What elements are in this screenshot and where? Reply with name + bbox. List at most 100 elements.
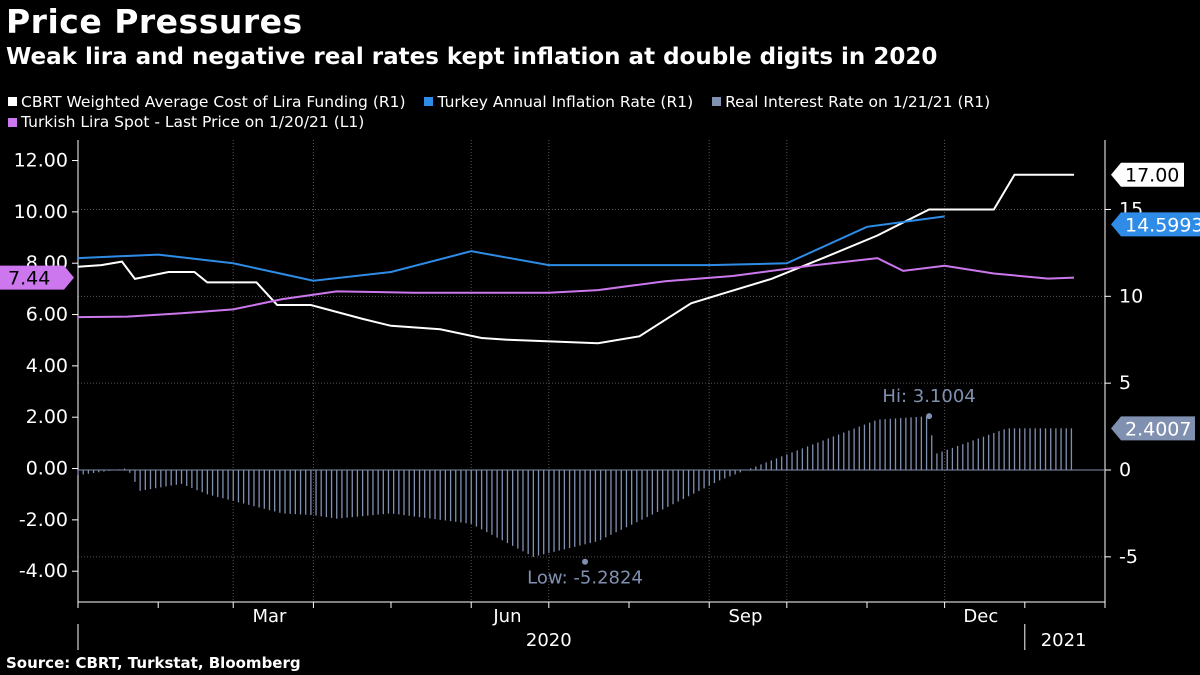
real-rate-bar	[625, 470, 628, 528]
real-rate-bar	[237, 470, 240, 503]
real-rate-bar	[1029, 428, 1031, 470]
real-rate-bar	[822, 440, 824, 470]
real-rate-bar	[972, 440, 974, 470]
real-rate-bar	[1039, 428, 1042, 470]
real-rate-bar	[781, 456, 783, 470]
real-rate-bar	[196, 470, 198, 491]
real-rate-bar	[1019, 428, 1021, 470]
left-tick-label: -2.00	[19, 509, 68, 531]
left-tick-label: 2.00	[26, 406, 68, 428]
lira-spot-line	[77, 257, 1075, 319]
real-rate-bar	[346, 470, 348, 518]
legend: CBRT Weighted Average Cost of Lira Fundi…	[8, 91, 1198, 132]
real-rate-bar	[739, 470, 741, 473]
real-rate-bar	[703, 470, 705, 489]
real-rate-bar	[594, 470, 597, 542]
left-tick-label: 6.00	[26, 304, 68, 326]
real-rate-bar	[517, 470, 519, 549]
real-rate-bar	[579, 470, 581, 546]
tag-real-rate: 2.4007	[1125, 418, 1191, 440]
real-rate-bar	[382, 470, 384, 515]
real-rate-bar	[812, 444, 814, 470]
real-rate-bar	[894, 418, 897, 470]
real-rate-bar	[217, 470, 219, 497]
real-rate-bar	[755, 466, 757, 470]
real-rate-bar	[418, 470, 421, 518]
real-rate-bar	[863, 424, 866, 470]
real-rate-bar	[429, 470, 431, 519]
real-rate-bar	[475, 470, 478, 527]
real-rate-bar	[760, 464, 762, 470]
real-rate-bar	[734, 470, 736, 475]
real-rate-bar	[480, 470, 483, 530]
real-rate-bar	[806, 446, 809, 470]
real-rate-bar	[1044, 428, 1047, 470]
real-rate-bar	[439, 470, 441, 520]
real-rate-bar	[962, 444, 964, 470]
real-rate-bar	[1034, 428, 1036, 470]
real-rate-bar	[413, 470, 415, 517]
real-rate-bar	[920, 416, 923, 470]
tag-inflation: 14.5993	[1125, 214, 1200, 236]
tag-lira-spot-bg	[0, 265, 74, 290]
real-rate-bar	[149, 470, 152, 490]
right-tick-label: 0	[1119, 459, 1131, 481]
real-rate-bar	[123, 468, 126, 470]
real-rate-bar	[191, 470, 193, 489]
real-rate-bar	[770, 460, 772, 470]
source-note: Source: CBRT, Turkstat, Bloomberg	[6, 654, 301, 672]
real-rate-bar	[998, 431, 1000, 470]
real-rate-bar	[548, 470, 550, 554]
x-tick-label: Dec	[963, 606, 998, 627]
real-rate-bar	[853, 428, 855, 470]
left-tick-label: 0.00	[26, 458, 68, 480]
real-rate-bar	[139, 470, 141, 491]
left-tick-label: 12.00	[14, 150, 68, 172]
real-rate-bar	[460, 470, 462, 523]
legend-item-lira-spot: Turkish Lira Spot - Last Price on 1/20/2…	[8, 112, 364, 132]
real-rate-bar	[786, 454, 788, 470]
real-rate-bar	[274, 470, 276, 512]
real-rate-bar	[486, 470, 488, 533]
real-rate-bar	[630, 470, 633, 525]
real-rate-bar	[677, 470, 679, 502]
real-rate-bar	[211, 470, 214, 496]
real-rate-bar	[248, 470, 250, 505]
real-rate-bar	[987, 434, 990, 470]
real-rate-bar	[687, 470, 690, 497]
tag-inflation-bg	[1111, 212, 1200, 237]
real-rate-bar	[946, 449, 948, 470]
real-rate-bar	[936, 453, 938, 470]
real-rate-bar	[501, 470, 503, 541]
real-rate-bar	[698, 470, 700, 492]
real-rate-bar	[258, 470, 260, 508]
real-rate-bar	[180, 470, 183, 484]
x-tick-label: Jun	[492, 606, 521, 627]
real-rate-bar	[868, 422, 871, 470]
real-rate-bar	[1065, 428, 1067, 470]
real-rate-bar	[87, 470, 90, 474]
real-rate-bar	[843, 432, 845, 470]
real-rate-bar	[284, 470, 286, 514]
real-rate-bar	[367, 470, 369, 516]
chart-subtitle: Weak lira and negative real rates kept i…	[6, 44, 938, 70]
real-rate-bar	[103, 470, 105, 472]
real-rate-bar	[315, 470, 317, 516]
real-rate-bar	[532, 470, 534, 557]
real-rate-bar	[713, 470, 716, 484]
real-rate-bar	[553, 470, 555, 552]
real-rate-bar	[170, 470, 172, 486]
real-rate-bar	[408, 470, 410, 516]
tag-lira-spot: 7.44	[8, 268, 50, 290]
real-rate-bar	[879, 419, 881, 470]
left-tick-label: 10.00	[14, 201, 68, 223]
real-rate-bar	[662, 470, 664, 510]
real-rate-bar	[253, 470, 255, 507]
real-rate-bar	[568, 470, 571, 549]
real-rate-bar	[1055, 428, 1057, 470]
tag-cbrt: 17.00	[1125, 165, 1179, 187]
real-rate-bar	[222, 470, 224, 499]
real-rate-bar	[206, 470, 209, 495]
real-rate-bar	[951, 447, 954, 470]
